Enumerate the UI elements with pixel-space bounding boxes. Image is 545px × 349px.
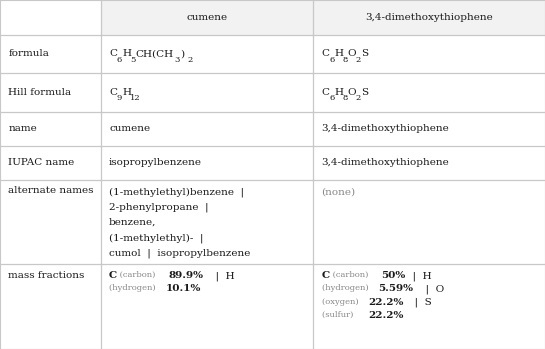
Text: 9: 9 bbox=[117, 94, 122, 102]
Text: 3,4-dimethoxythiophene: 3,4-dimethoxythiophene bbox=[322, 124, 449, 133]
Text: O: O bbox=[348, 88, 356, 97]
Text: 12: 12 bbox=[130, 94, 141, 102]
Text: 6: 6 bbox=[329, 55, 335, 64]
Text: C: C bbox=[322, 50, 330, 58]
Text: cumene: cumene bbox=[186, 13, 228, 22]
Text: cumene: cumene bbox=[109, 124, 150, 133]
Text: 6: 6 bbox=[117, 55, 122, 64]
Text: cumol  |  isopropylbenzene: cumol | isopropylbenzene bbox=[109, 249, 250, 258]
Text: 2: 2 bbox=[188, 55, 193, 64]
Text: 22.2%: 22.2% bbox=[368, 311, 403, 320]
Text: H: H bbox=[122, 50, 131, 58]
Text: Hill formula: Hill formula bbox=[8, 88, 71, 97]
Text: O: O bbox=[348, 50, 356, 58]
Text: alternate names: alternate names bbox=[8, 186, 94, 195]
Text: C: C bbox=[109, 88, 117, 97]
Text: 3: 3 bbox=[175, 55, 180, 64]
Text: 22.2%: 22.2% bbox=[368, 298, 403, 307]
Text: C: C bbox=[322, 271, 330, 280]
Text: benzene,: benzene, bbox=[109, 218, 156, 227]
Text: 3,4-dimethoxythiophene: 3,4-dimethoxythiophene bbox=[322, 158, 449, 167]
Text: 10.1%: 10.1% bbox=[166, 284, 201, 294]
Text: 5: 5 bbox=[130, 55, 135, 64]
Text: ): ) bbox=[180, 50, 184, 58]
Text: S: S bbox=[361, 50, 368, 58]
Text: (oxygen): (oxygen) bbox=[322, 298, 361, 306]
Text: (hydrogen): (hydrogen) bbox=[109, 284, 158, 292]
Bar bbox=[313, 0, 545, 35]
Text: formula: formula bbox=[8, 50, 49, 58]
Text: (carbon): (carbon) bbox=[330, 271, 371, 279]
Text: |  O: | O bbox=[419, 284, 444, 294]
Text: H: H bbox=[122, 88, 131, 97]
Text: (1-methylethyl)-  |: (1-methylethyl)- | bbox=[109, 233, 203, 243]
Text: 6: 6 bbox=[329, 94, 335, 102]
Text: |  H: | H bbox=[405, 271, 431, 281]
Text: |  H: | H bbox=[209, 271, 235, 281]
Text: 2: 2 bbox=[355, 55, 361, 64]
Text: 8: 8 bbox=[342, 55, 348, 64]
Text: H: H bbox=[335, 50, 344, 58]
Text: isopropylbenzene: isopropylbenzene bbox=[109, 158, 202, 167]
Text: 8: 8 bbox=[342, 94, 348, 102]
Text: mass fractions: mass fractions bbox=[8, 270, 84, 280]
Text: name: name bbox=[8, 124, 37, 133]
Text: 5.59%: 5.59% bbox=[378, 284, 414, 294]
Text: 89.9%: 89.9% bbox=[169, 271, 204, 280]
Text: |  S: | S bbox=[409, 298, 432, 307]
Text: (1-methylethyl)benzene  |: (1-methylethyl)benzene | bbox=[109, 187, 244, 197]
Text: H: H bbox=[335, 88, 344, 97]
Text: 2-phenylpropane  |: 2-phenylpropane | bbox=[109, 202, 209, 212]
Text: 50%: 50% bbox=[382, 271, 405, 280]
Text: (hydrogen): (hydrogen) bbox=[322, 284, 371, 292]
Text: C: C bbox=[109, 50, 117, 58]
Text: 3,4-dimethoxythiophene: 3,4-dimethoxythiophene bbox=[365, 13, 493, 22]
Text: IUPAC name: IUPAC name bbox=[8, 158, 75, 167]
Bar bbox=[101, 0, 313, 35]
Text: C: C bbox=[322, 88, 330, 97]
Text: (carbon): (carbon) bbox=[117, 271, 158, 279]
Text: (none): (none) bbox=[322, 187, 356, 196]
Text: C: C bbox=[109, 271, 117, 280]
Text: S: S bbox=[361, 88, 368, 97]
Text: (sulfur): (sulfur) bbox=[322, 311, 355, 319]
Text: 2: 2 bbox=[355, 94, 361, 102]
Text: CH(CH: CH(CH bbox=[135, 50, 173, 58]
